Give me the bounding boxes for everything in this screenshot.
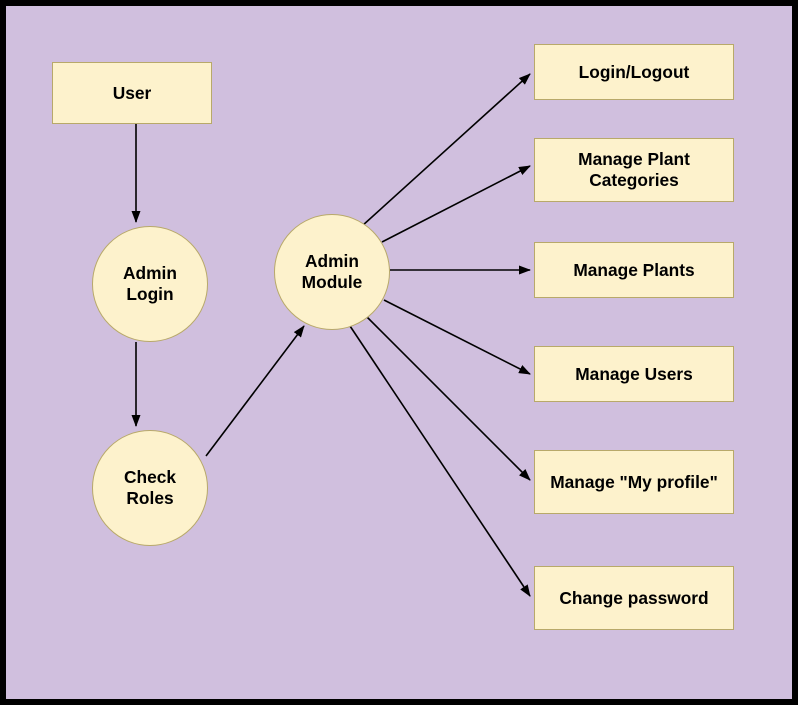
node-label: Manage Plants: [573, 260, 694, 281]
node-manage_plants: Manage Plants: [534, 242, 734, 298]
edge-admin_module-to-change_pw: [350, 326, 530, 596]
node-label: Manage "My profile": [550, 472, 718, 493]
node-label: Manage Users: [575, 364, 693, 385]
node-change_pw: Change password: [534, 566, 734, 630]
node-label: Login/Logout: [579, 62, 690, 83]
node-label: Change password: [559, 588, 708, 609]
node-label: Admin Login: [101, 263, 199, 305]
edge-admin_module-to-manage_profile: [366, 316, 530, 480]
node-label: Manage Plant Categories: [543, 149, 725, 191]
node-manage_users: Manage Users: [534, 346, 734, 402]
node-check_roles: Check Roles: [92, 430, 208, 546]
admin-module-flowchart: User Admin Login Check Roles Admin Module Lo…: [0, 0, 798, 705]
node-admin_login: Admin Login: [92, 226, 208, 342]
node-login_logout: Login/Logout: [534, 44, 734, 100]
edge-check_roles-to-admin_module: [206, 326, 304, 456]
node-manage_profile: Manage "My profile": [534, 450, 734, 514]
node-manage_cat: Manage Plant Categories: [534, 138, 734, 202]
node-user: User: [52, 62, 212, 124]
node-admin_module: Admin Module: [274, 214, 390, 330]
edge-admin_module-to-login_logout: [362, 74, 530, 226]
edge-admin_module-to-manage_users: [384, 300, 530, 374]
node-label: User: [113, 83, 152, 104]
node-label: Admin Module: [283, 251, 381, 293]
edge-admin_module-to-manage_cat: [382, 166, 530, 242]
node-label: Check Roles: [101, 467, 199, 509]
